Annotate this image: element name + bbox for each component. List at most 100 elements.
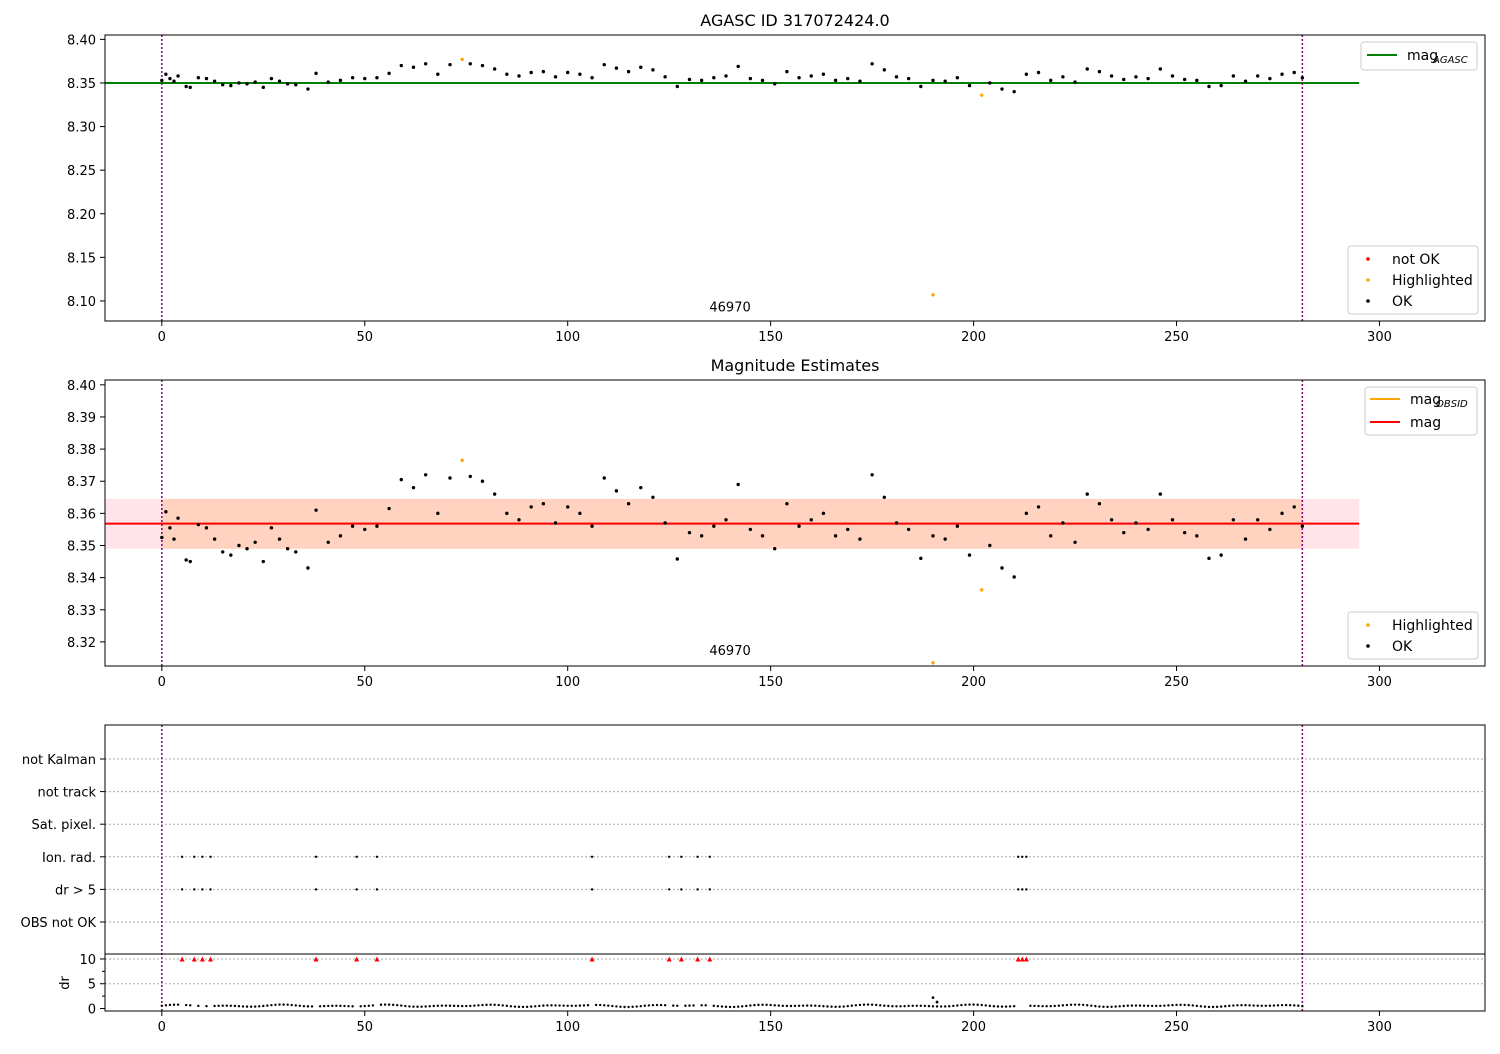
p3-flag-point-ion-rad- xyxy=(314,855,318,858)
p2-point-ok xyxy=(1300,524,1305,528)
panel2-axes-frame xyxy=(104,379,1486,667)
p1-ytick-label: 8.40 xyxy=(67,33,96,48)
p3-dr-point xyxy=(603,1004,606,1007)
p1-point-ok xyxy=(955,76,960,80)
p3-dr-point xyxy=(692,1004,695,1007)
p3-dr-point xyxy=(765,1003,768,1007)
p2-point-ok xyxy=(237,543,241,548)
p3-dr-point xyxy=(517,1005,521,1009)
p3-dr-point xyxy=(1138,1004,1142,1007)
p2-point-ok xyxy=(541,502,546,506)
p3-dr-point xyxy=(879,1004,882,1007)
p3-flag-point-dr-5 xyxy=(193,888,196,891)
p3-dr-point xyxy=(943,1005,947,1008)
p3-dr-point xyxy=(769,1003,772,1007)
p1-point-ok xyxy=(919,84,923,89)
p1-point-ok xyxy=(651,68,655,72)
p3-dr-point xyxy=(278,1003,281,1006)
p3-dr-flag-marker xyxy=(1019,956,1025,962)
p3-dr-point xyxy=(984,1004,987,1007)
p3-flag-point-dr-5 xyxy=(355,888,358,891)
legend2-label-highlighted: Highlighted xyxy=(1392,618,1473,634)
p1-point-ok xyxy=(541,69,546,74)
p1-point-ok xyxy=(492,67,497,71)
p3-flag-point-ion-rad- xyxy=(1025,855,1028,858)
p2-point-ok xyxy=(480,479,485,483)
p2-point-ok xyxy=(1231,518,1236,522)
p3-dr-point xyxy=(931,1005,935,1008)
p2-point-ok xyxy=(821,511,826,516)
p3-dr-point xyxy=(469,1004,472,1008)
p3-dr-point xyxy=(456,1004,460,1008)
p3-dr-point xyxy=(538,1004,541,1008)
p2-point-ok xyxy=(931,534,935,538)
p2-point-ok xyxy=(858,537,862,541)
p2-xtick-label: 250 xyxy=(1164,675,1189,690)
p1-point-ok xyxy=(517,74,521,78)
p3-dr-point xyxy=(562,1004,565,1007)
panel1-title: AGASC ID 317072424.0 xyxy=(700,11,889,30)
p1-point-ok xyxy=(350,76,355,80)
p1-point-ok xyxy=(164,72,168,76)
p2-point-ok xyxy=(1170,518,1175,522)
p3-dr-point xyxy=(1004,1005,1008,1008)
p3-flag-point-dr-5 xyxy=(667,888,671,891)
p1-point-ok xyxy=(797,76,801,80)
p2-point-ok xyxy=(363,527,367,532)
p3-dr-point xyxy=(310,1005,314,1008)
p2-point-ok xyxy=(517,518,521,522)
p2-ytick-label: 8.37 xyxy=(67,475,96,490)
p1-xtick-label: 250 xyxy=(1164,330,1189,345)
p2-point-ok xyxy=(277,537,282,541)
p3-dr-point xyxy=(253,1005,257,1008)
agasc-magnitude-panel: AGASC ID 317072424.0 8.10 8.15 8.20 8.25 8.3… xyxy=(67,11,1486,345)
p1-point-ok xyxy=(748,76,753,81)
p3-dr-point xyxy=(266,1004,269,1007)
p1-point-ok xyxy=(196,76,201,80)
p1-point-ok xyxy=(967,83,972,88)
p2-xtick-label: 300 xyxy=(1367,675,1392,690)
p3-dr-point xyxy=(558,1004,561,1007)
p3-dr-point xyxy=(663,1004,667,1007)
p1-point-ok xyxy=(1061,75,1065,79)
p3-dr-point xyxy=(992,1005,996,1008)
p3-dr-point xyxy=(611,1004,614,1008)
p2-point-ok xyxy=(253,540,257,544)
p2-point-ok xyxy=(294,550,298,554)
p2-point-ok xyxy=(1182,530,1187,535)
p3-dr-ytick-label: 10 xyxy=(79,953,96,968)
p3-dr-point xyxy=(525,1005,529,1009)
p2-ytick-label: 8.38 xyxy=(67,443,96,458)
p1-point-ok xyxy=(245,82,249,86)
p3-dr-point xyxy=(237,1005,241,1008)
p3-dr-point xyxy=(850,1004,854,1007)
p3-dr-point xyxy=(619,1005,622,1009)
legend-label-mag-obsid: mag xyxy=(1410,392,1441,408)
p1-point-ok xyxy=(1049,78,1053,83)
p3-flag-label: OBS not OK xyxy=(21,916,97,931)
p3-dr-point xyxy=(1288,1003,1292,1007)
p1-point-ok xyxy=(285,82,290,86)
p3-dr-point xyxy=(688,1004,691,1007)
p1-point-ok xyxy=(188,85,192,90)
p2-point-ok xyxy=(188,559,192,564)
p3-flag-point-ion-rad- xyxy=(696,855,699,858)
p3-dr-point xyxy=(371,1004,375,1007)
p2-point-ok xyxy=(436,511,440,516)
p3-dr-point xyxy=(1114,1005,1117,1008)
p1-point-ok xyxy=(212,79,217,83)
p3-dr-point xyxy=(623,1005,626,1009)
p3-dr-point xyxy=(607,1004,610,1007)
p2-point-ok xyxy=(350,524,355,528)
p1-point-ok xyxy=(375,76,379,80)
p2-point-ok xyxy=(1109,518,1114,522)
p3-flag-label: Sat. pixel. xyxy=(32,818,96,833)
p3-flag-point-ion-rad- xyxy=(708,855,711,858)
p2-point-ok xyxy=(160,535,164,540)
p3-dr-point xyxy=(176,1003,180,1006)
p2-point-ok xyxy=(1049,534,1053,538)
p3-dr-flag-marker xyxy=(208,956,214,962)
p3-dr-point xyxy=(172,1003,176,1006)
p2-point-ok xyxy=(229,553,233,557)
panel1-annotation: 46970 xyxy=(709,300,750,315)
